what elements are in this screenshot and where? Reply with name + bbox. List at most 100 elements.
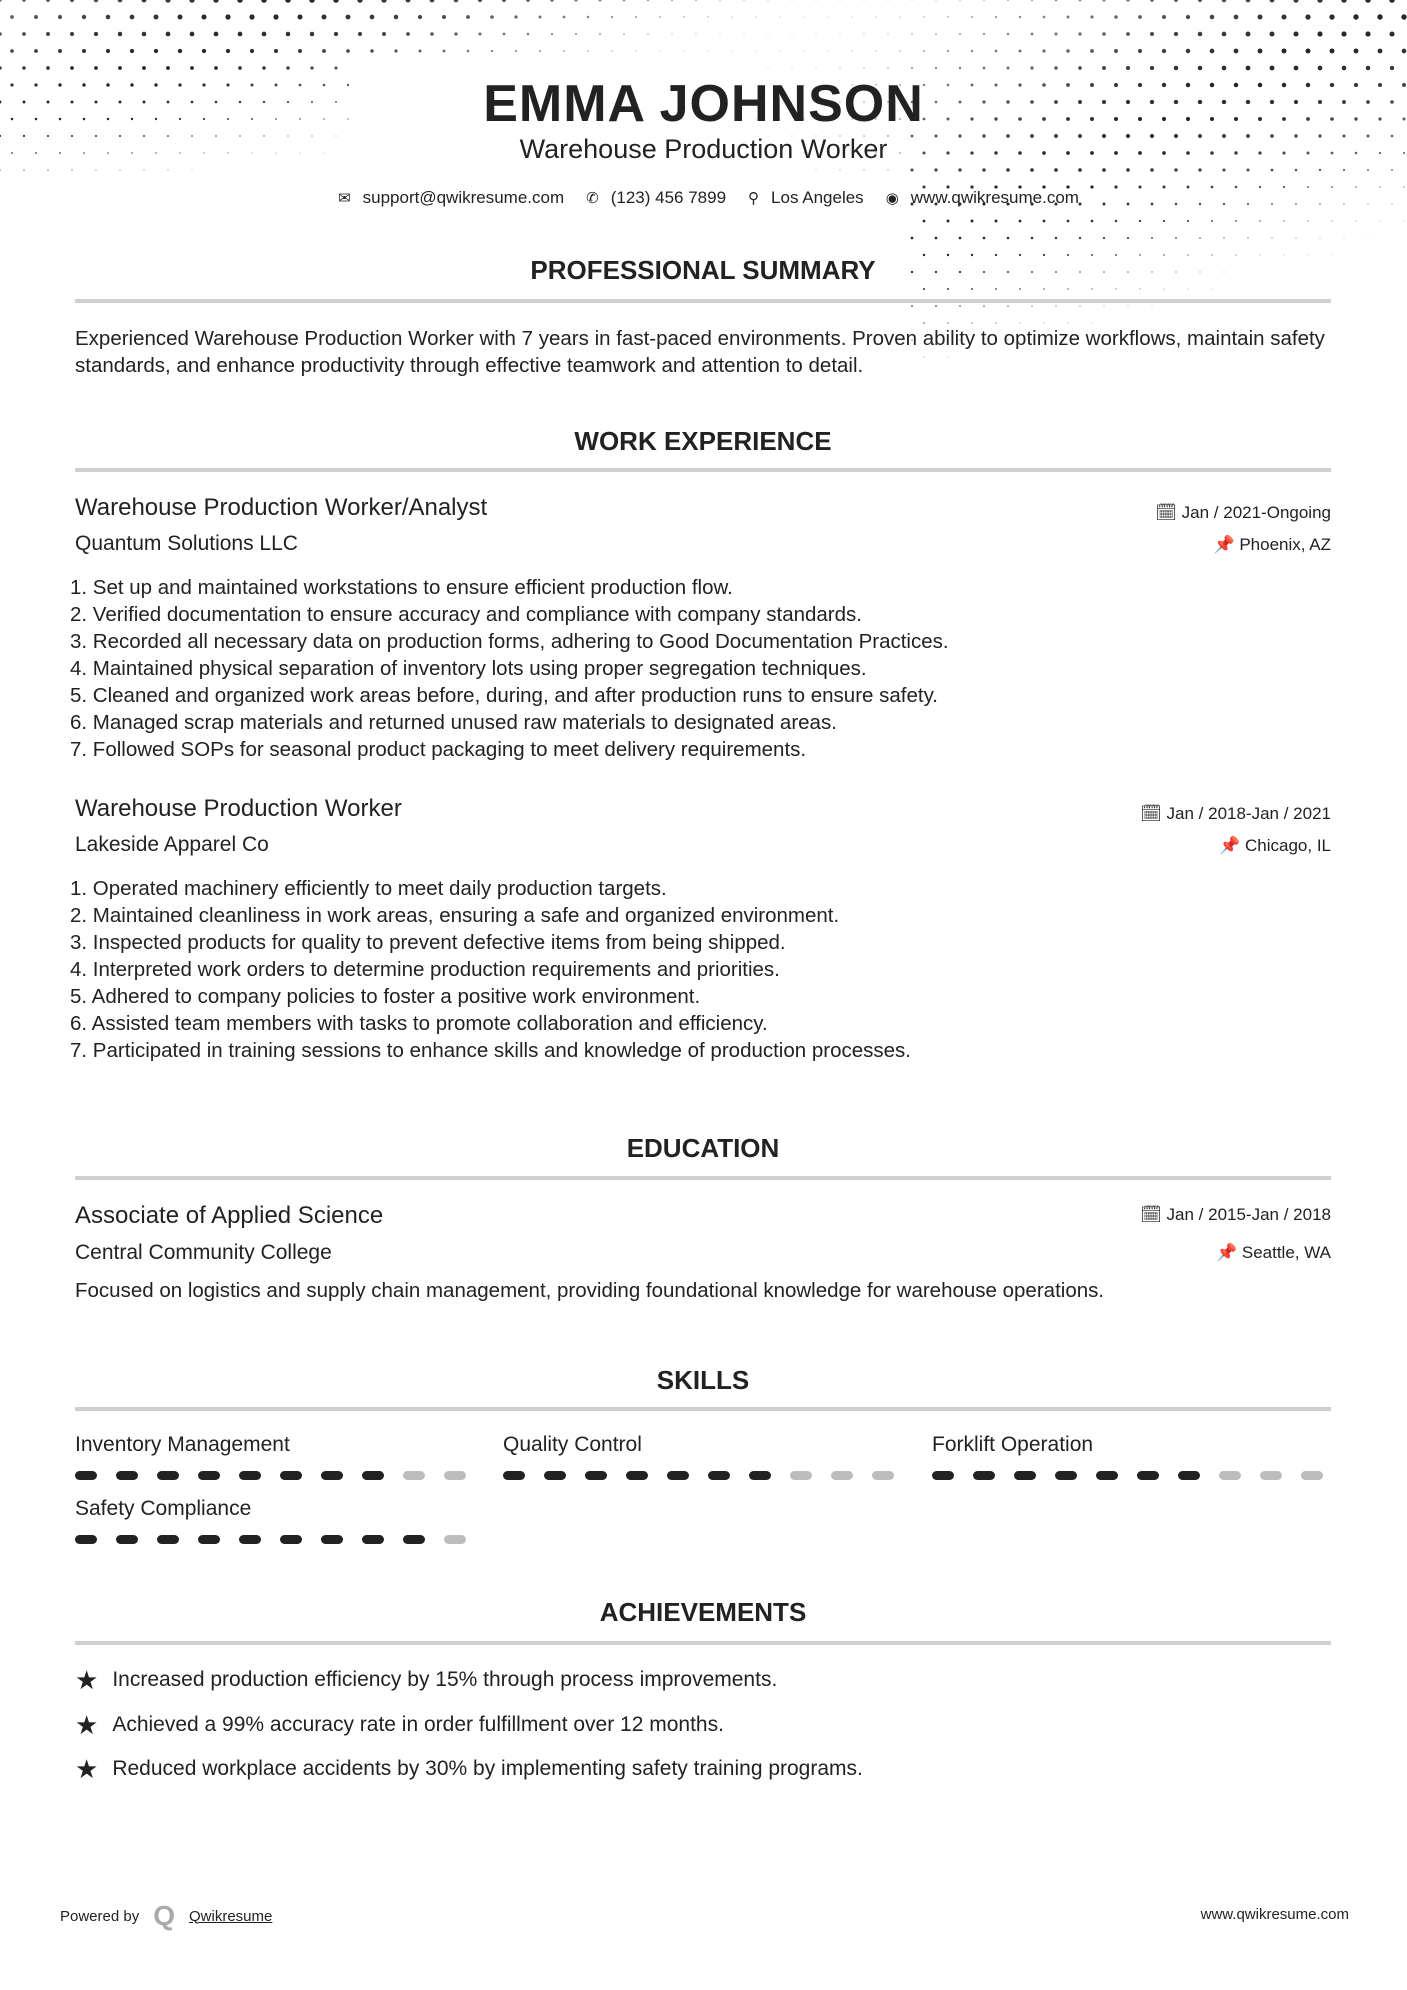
bullet-item: 4. Maintained physical separation of inv… [70,657,867,680]
contact-item: www.qwikresume.com [910,188,1079,207]
job-company: Lakeside Apparel Co [75,833,269,856]
bullet-item: 4. Interpreted work orders to determine … [70,958,780,981]
skill-dot-empty [1260,1471,1282,1480]
job-location: 📌 Phoenix, AZ [1213,535,1331,555]
divider [75,1641,1331,1645]
bullet-item: 3. Inspected products for quality to pre… [70,931,786,954]
job-bullets: 1. Set up and maintained workstations to… [70,574,949,763]
section-heading-skills: SKILLS [656,1365,750,1395]
education-date: 🗓 Jan / 2015-Jan / 2018 [1140,1205,1331,1224]
bullet-item: 5. Cleaned and organized work areas befo… [70,684,938,707]
education-location: 📌 Seattle, WA [1215,1243,1331,1262]
contact-bar: ✉ support@qwikresume.com ✆ (123) 456 7899 ⚲ L… [0,188,1407,208]
skill-dot-filled [280,1535,302,1544]
skill-dot-filled [544,1471,566,1480]
skill-dot-empty [403,1471,425,1480]
skill-dot-filled [157,1471,179,1480]
qwikresume-logo-icon: Q [153,1900,175,1931]
pin-icon: 📌 [1213,535,1240,554]
skill-item: Safety Compliance [75,1497,475,1544]
skill-level-bar [75,1535,475,1544]
skill-dot-filled [321,1471,343,1480]
skill-level-bar [503,1471,903,1480]
summary-text: Experienced Warehouse Production Worker … [75,327,1325,377]
contact-item: support@qwikresume.com [362,188,565,207]
skill-dot-filled [1055,1471,1077,1480]
achievement-item: ★ Achieved a 99% accuracy rate in order f… [75,1712,724,1738]
footer-url: www.qwikresume.com [1200,1906,1349,1923]
skill-dot-filled [1096,1471,1118,1480]
job-date-text: Jan / 2018-Jan / 2021 [1166,804,1331,823]
achievement-text: Achieved a 99% accuracy rate in order fu… [112,1712,724,1736]
job-location-text: Phoenix, AZ [1239,535,1331,554]
skill-dot-filled [749,1471,771,1480]
decorative-dot-pattern [0,0,1407,358]
skill-dot-empty [1219,1471,1241,1480]
star-icon: ★ [75,1709,99,1740]
skill-dot-filled [932,1471,954,1480]
skill-dot-filled [1137,1471,1159,1480]
skill-dot-empty [790,1471,812,1480]
skill-dot-filled [239,1471,261,1480]
achievement-text: Reduced workplace accidents by 30% by im… [112,1757,863,1780]
divider [75,1176,1331,1180]
bullet-item: 1. Set up and maintained workstations to… [70,576,733,599]
job-date-text: Jan / 2021-Ongoing [1181,503,1331,522]
skill-item: Quality Control [503,1433,903,1480]
skill-dot-filled [1014,1471,1036,1480]
skill-name: Safety Compliance [75,1497,252,1520]
divider [75,299,1331,303]
star-icon: ★ [75,1665,99,1695]
skill-dot-empty [1301,1471,1323,1480]
skill-name: Forklift Operation [932,1433,1094,1456]
skill-level-bar [75,1471,475,1480]
qwikresume-link[interactable]: Qwikresume [189,1907,273,1925]
job-title: Warehouse Production Worker [75,795,402,822]
contact-item: (123) 456 7899 [610,188,727,207]
map-pin-icon: ⚲ [748,190,760,207]
globe-icon: ◉ [885,190,899,207]
footer-powered-by: Powered by Q Qwikresume [60,1900,273,1931]
skill-dot-filled [626,1471,648,1480]
bullet-item: 2. Verified documentation to ensure accu… [70,603,862,626]
job-company: Quantum Solutions LLC [75,532,298,555]
section-heading-achievements: ACHIEVEMENTS [599,1597,807,1627]
skill-dot-filled [321,1535,343,1544]
divider [75,468,1331,472]
bullet-item: 3. Recorded all necessary data on produc… [70,630,949,653]
pin-icon: 📌 [1215,1243,1242,1262]
skill-dot-filled [503,1471,525,1480]
skill-dot-empty [831,1471,853,1480]
education-degree: Associate of Applied Science [75,1202,384,1229]
candidate-name: EMMA JOHNSON [483,75,924,133]
skill-dot-empty [872,1471,894,1480]
candidate-title: Warehouse Production Worker [519,134,888,164]
skill-dot-filled [198,1535,220,1544]
skill-dot-filled [280,1471,302,1480]
job-title: Warehouse Production Worker/Analyst [75,494,488,521]
bullet-item: 5. Adhered to company policies to foster… [70,985,701,1008]
achievement-text: Increased production efficiency by 15% t… [112,1668,778,1691]
skill-dot-filled [362,1471,384,1480]
skill-name: Inventory Management [75,1433,290,1456]
skill-dot-filled [75,1535,97,1544]
bullet-item: 1. Operated machinery efficiently to mee… [70,877,667,900]
skill-level-bar [932,1471,1332,1480]
skill-item: Forklift Operation [932,1433,1332,1480]
section-heading-summary: PROFESSIONAL SUMMARY [530,255,876,285]
bullet-item: 6. Managed scrap materials and returned … [70,711,837,734]
achievement-item: ★ Increased production efficiency by 15% … [75,1667,777,1693]
skill-dot-empty [444,1471,466,1480]
star-icon: ★ [75,1754,99,1784]
skill-dot-filled [667,1471,689,1480]
job-location: 📌 Chicago, IL [1219,836,1331,856]
education-school: Central Community College [75,1241,332,1264]
calendar-icon: 🗓 [1140,804,1167,823]
calendar-icon: 🗓 [1155,503,1182,522]
job-date: 🗓 Jan / 2018-Jan / 2021 [1140,804,1331,824]
bullet-item: 2. Maintained cleanliness in work areas,… [70,904,840,927]
job-bullets: 1. Operated machinery efficiently to mee… [70,875,911,1064]
skill-dot-filled [198,1471,220,1480]
skill-dot-filled [1178,1471,1200,1480]
bullet-item: 7. Participated in training sessions to … [70,1039,911,1062]
